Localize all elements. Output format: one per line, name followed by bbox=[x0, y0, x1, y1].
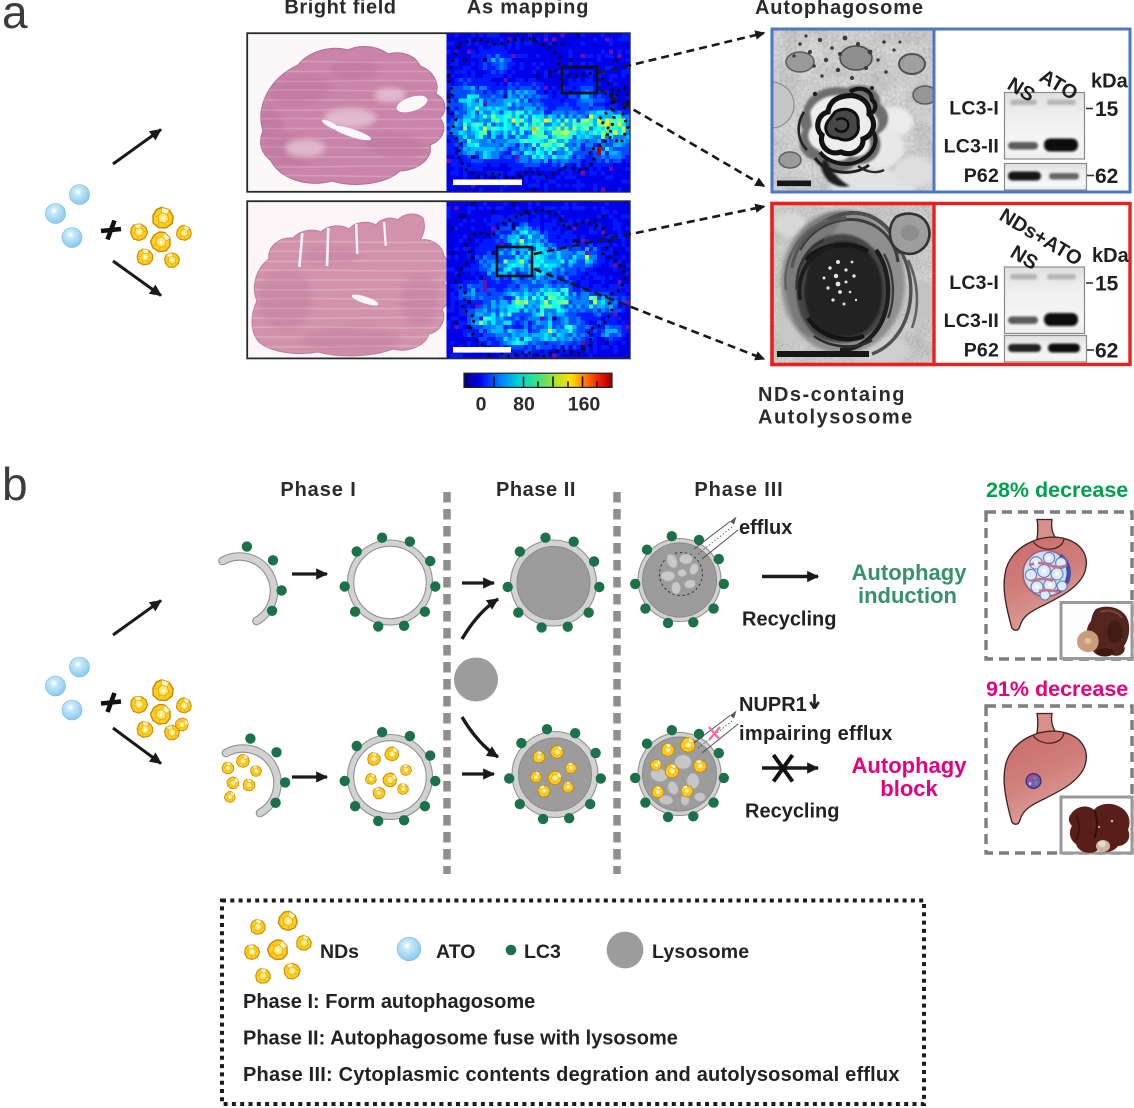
svg-text:Recycling: Recycling bbox=[742, 609, 836, 631]
svg-text:62: 62 bbox=[1095, 165, 1118, 188]
svg-text:a: a bbox=[2, 0, 28, 38]
svg-text:LC3-II: LC3-II bbox=[944, 310, 999, 332]
svg-text:NUPR1: NUPR1 bbox=[739, 694, 807, 716]
svg-text:Autophagy: Autophagy bbox=[852, 753, 968, 778]
svg-text:160: 160 bbox=[568, 394, 601, 416]
svg-text:impairing efflux: impairing efflux bbox=[739, 723, 893, 745]
svg-text:P62: P62 bbox=[964, 165, 999, 187]
svg-text:b: b bbox=[2, 458, 28, 510]
svg-text:As mapping: As mapping bbox=[467, 0, 589, 19]
svg-text:LC3-II: LC3-II bbox=[944, 136, 999, 158]
svg-text:Phase I: Phase I bbox=[280, 479, 356, 501]
svg-text:Phase II: Phase II bbox=[496, 479, 576, 501]
svg-text:15: 15 bbox=[1095, 273, 1119, 296]
svg-text:Phase III: Cytoplasmic content: Phase III: Cytoplasmic contents degratio… bbox=[243, 1064, 900, 1086]
svg-text:LC3-I: LC3-I bbox=[949, 272, 999, 294]
svg-text:91% decrease: 91% decrease bbox=[986, 677, 1128, 701]
svg-text:15: 15 bbox=[1095, 98, 1119, 121]
svg-text:28% decrease: 28% decrease bbox=[986, 478, 1128, 502]
svg-text:Phase III: Phase III bbox=[694, 479, 783, 501]
svg-text:ATO: ATO bbox=[436, 941, 475, 963]
svg-text:NDs-containg: NDs-containg bbox=[758, 384, 906, 406]
svg-text:LC3-I: LC3-I bbox=[949, 98, 999, 120]
svg-text:LC3: LC3 bbox=[524, 941, 561, 963]
svg-text:NDs: NDs bbox=[320, 941, 359, 963]
svg-text:80: 80 bbox=[513, 394, 535, 416]
svg-text:Autophagy: Autophagy bbox=[852, 560, 968, 585]
svg-text:induction: induction bbox=[858, 583, 957, 608]
svg-text:62: 62 bbox=[1095, 340, 1118, 363]
svg-text:kDa: kDa bbox=[1091, 71, 1129, 93]
svg-text:Phase I: Form autophagosome: Phase I: Form autophagosome bbox=[243, 991, 535, 1013]
svg-text:Autophagosome: Autophagosome bbox=[755, 0, 924, 19]
svg-text:Lysosome: Lysosome bbox=[652, 941, 749, 963]
svg-text:kDa: kDa bbox=[1092, 245, 1130, 267]
svg-text:P62: P62 bbox=[964, 340, 999, 362]
svg-text:Autolysosome: Autolysosome bbox=[758, 407, 914, 429]
svg-text:Phase II: Autophagosome fuse w: Phase II: Autophagosome fuse with lysoso… bbox=[243, 1028, 678, 1050]
svg-text:Recycling: Recycling bbox=[745, 801, 839, 823]
svg-text:block: block bbox=[880, 776, 938, 801]
svg-text:efflux: efflux bbox=[739, 517, 792, 539]
svg-text:Bright field: Bright field bbox=[284, 0, 396, 19]
svg-text:0: 0 bbox=[476, 394, 487, 416]
